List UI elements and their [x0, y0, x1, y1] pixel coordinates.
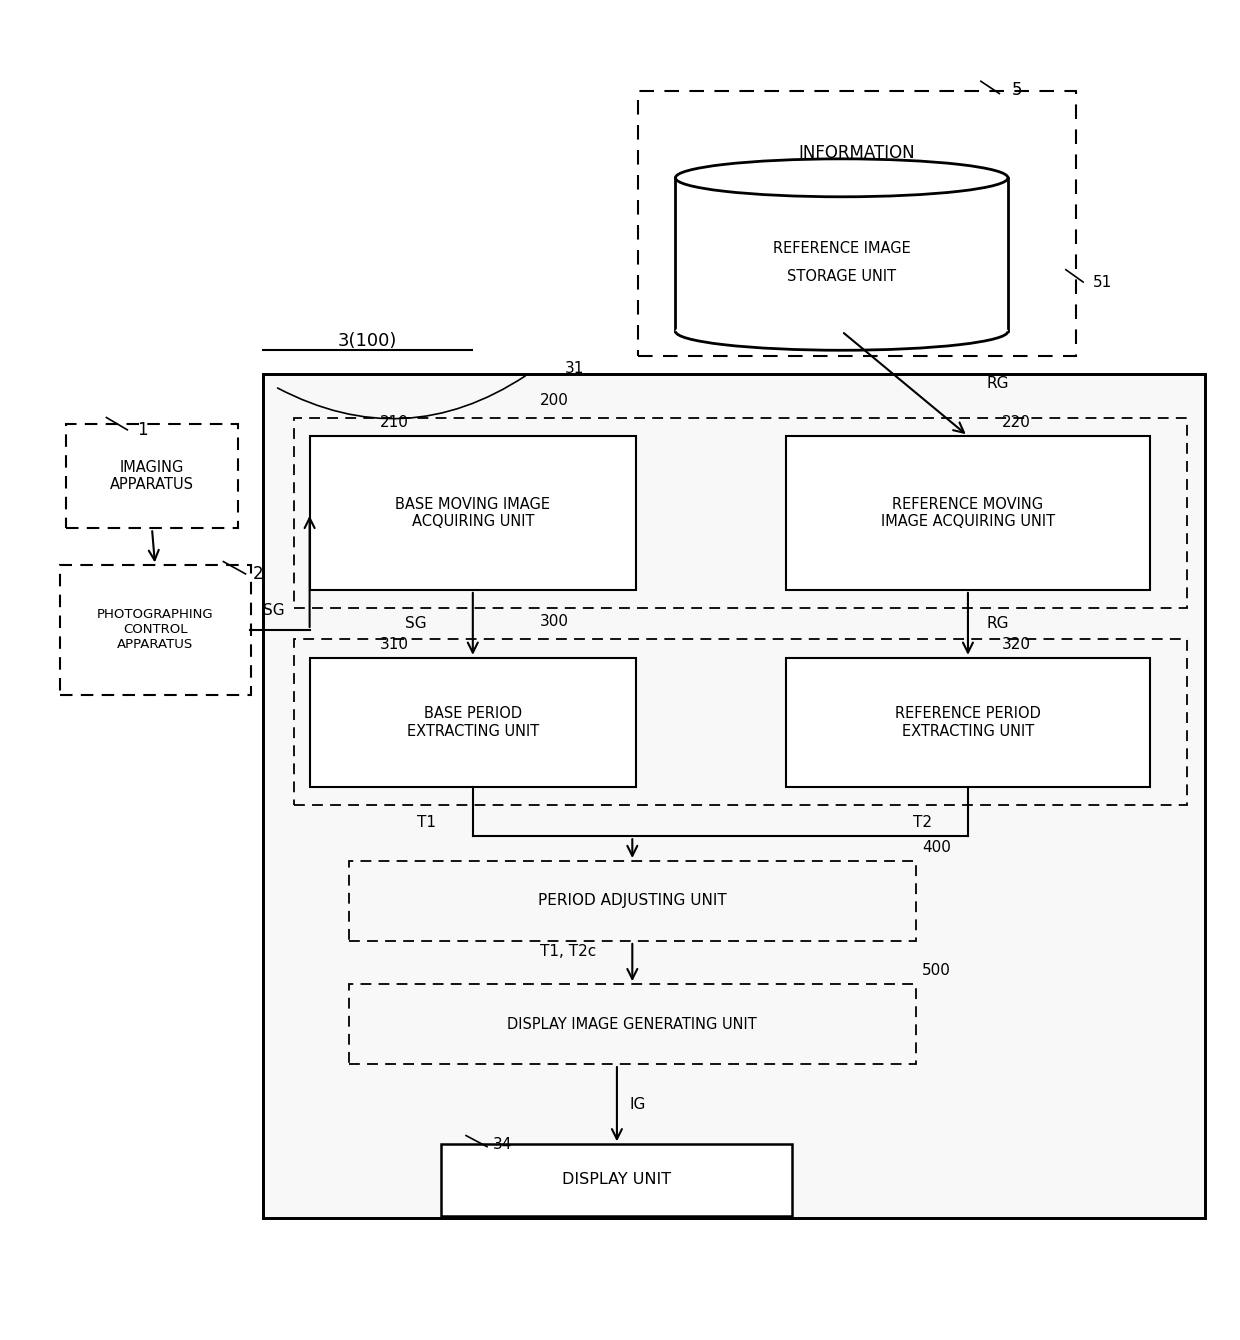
- Text: RG: RG: [987, 377, 1009, 391]
- Ellipse shape: [676, 159, 1008, 197]
- Text: 400: 400: [921, 840, 951, 855]
- Text: 2: 2: [253, 565, 264, 583]
- Bar: [676, 178, 1008, 331]
- Text: REFERENCE IMAGE: REFERENCE IMAGE: [773, 241, 910, 256]
- Text: IG: IG: [629, 1096, 646, 1112]
- Text: 51: 51: [1092, 275, 1112, 289]
- Bar: [263, 374, 1205, 1218]
- Text: 5: 5: [1012, 80, 1022, 99]
- Bar: [639, 91, 1076, 356]
- Text: 320: 320: [1002, 636, 1030, 651]
- Text: BASE MOVING IMAGE
ACQUIRING UNIT: BASE MOVING IMAGE ACQUIRING UNIT: [396, 497, 551, 529]
- Bar: [786, 436, 1149, 590]
- Text: RG: RG: [987, 616, 1009, 631]
- Text: INFORMATION: INFORMATION: [799, 143, 915, 162]
- Text: 310: 310: [379, 636, 409, 651]
- Text: T2: T2: [913, 815, 931, 829]
- Text: 34: 34: [494, 1136, 512, 1151]
- Bar: [263, 374, 1205, 1218]
- Text: IMAGING
APPARATUS: IMAGING APPARATUS: [110, 460, 193, 492]
- Text: T1, T2c: T1, T2c: [539, 943, 596, 959]
- Text: STORAGE UNIT: STORAGE UNIT: [787, 268, 897, 284]
- Text: PERIOD ADJUSTING UNIT: PERIOD ADJUSTING UNIT: [538, 894, 727, 909]
- Bar: [786, 658, 1149, 787]
- Bar: [441, 1144, 792, 1215]
- Bar: [294, 418, 1187, 608]
- Text: 1: 1: [138, 421, 148, 438]
- Text: SG: SG: [263, 603, 284, 618]
- Bar: [348, 984, 915, 1064]
- Text: DISPLAY UNIT: DISPLAY UNIT: [563, 1172, 672, 1187]
- Bar: [66, 423, 238, 528]
- Bar: [348, 860, 915, 941]
- Text: DISPLAY IMAGE GENERATING UNIT: DISPLAY IMAGE GENERATING UNIT: [507, 1017, 758, 1032]
- Text: 220: 220: [1002, 415, 1030, 430]
- Text: 3(100): 3(100): [337, 332, 397, 350]
- Ellipse shape: [676, 312, 1008, 350]
- Text: REFERENCE PERIOD
EXTRACTING UNIT: REFERENCE PERIOD EXTRACTING UNIT: [895, 706, 1040, 738]
- Bar: [310, 658, 636, 787]
- Text: 31: 31: [564, 360, 584, 375]
- Text: 200: 200: [539, 393, 569, 407]
- Bar: [310, 436, 636, 590]
- Text: BASE PERIOD
EXTRACTING UNIT: BASE PERIOD EXTRACTING UNIT: [407, 706, 539, 738]
- Text: STORAGE APPARATUS: STORAGE APPARATUS: [766, 174, 947, 193]
- Bar: [294, 639, 1187, 805]
- Text: PHOTOGRAPHING
CONTROL
APPARATUS: PHOTOGRAPHING CONTROL APPARATUS: [97, 608, 213, 651]
- Text: 210: 210: [379, 415, 409, 430]
- Text: 500: 500: [921, 963, 951, 978]
- Text: SG: SG: [405, 616, 427, 631]
- Bar: [60, 565, 250, 694]
- Text: REFERENCE MOVING
IMAGE ACQUIRING UNIT: REFERENCE MOVING IMAGE ACQUIRING UNIT: [880, 497, 1055, 529]
- Text: T1: T1: [418, 815, 436, 829]
- Text: 300: 300: [539, 614, 569, 630]
